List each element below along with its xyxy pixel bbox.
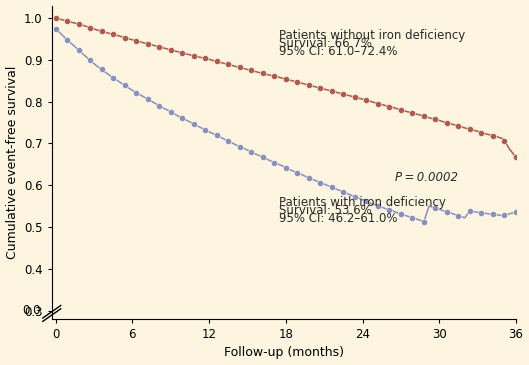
Point bbox=[97, 28, 106, 34]
Point bbox=[385, 207, 394, 213]
Point bbox=[327, 88, 336, 94]
Point bbox=[477, 210, 486, 216]
Point bbox=[489, 211, 497, 217]
Text: Patients without iron deficiency: Patients without iron deficiency bbox=[279, 28, 466, 42]
Point bbox=[327, 184, 336, 190]
Point bbox=[201, 55, 209, 61]
Point bbox=[397, 107, 405, 113]
Point bbox=[385, 104, 394, 110]
Point bbox=[454, 213, 463, 219]
Point bbox=[109, 75, 117, 81]
Point bbox=[75, 21, 83, 27]
Point bbox=[373, 101, 382, 107]
Text: 95% CI: 46.2–61.0%: 95% CI: 46.2–61.0% bbox=[279, 212, 398, 225]
Point bbox=[512, 154, 520, 160]
Point bbox=[63, 18, 71, 24]
Point bbox=[155, 44, 163, 50]
Point bbox=[235, 65, 244, 70]
Point bbox=[247, 68, 256, 73]
Point bbox=[431, 116, 440, 122]
Point bbox=[97, 66, 106, 72]
Point bbox=[51, 15, 60, 21]
Point bbox=[155, 103, 163, 109]
Point bbox=[293, 79, 302, 85]
Point bbox=[362, 199, 371, 204]
Text: P = 0.0002: P = 0.0002 bbox=[395, 171, 458, 184]
Text: Survival: 66.7%: Survival: 66.7% bbox=[279, 37, 372, 50]
Point bbox=[178, 115, 186, 121]
Point bbox=[121, 35, 129, 41]
Point bbox=[316, 85, 325, 91]
Point bbox=[431, 205, 440, 211]
Point bbox=[281, 76, 290, 82]
Point bbox=[235, 144, 244, 150]
Point bbox=[373, 203, 382, 208]
Point bbox=[351, 94, 359, 100]
Text: 95% CI: 61.0–72.4%: 95% CI: 61.0–72.4% bbox=[279, 45, 398, 58]
Point bbox=[189, 53, 198, 59]
Text: 0.0: 0.0 bbox=[22, 304, 40, 317]
Point bbox=[247, 149, 256, 155]
Point bbox=[443, 120, 451, 126]
Point bbox=[51, 26, 60, 31]
Point bbox=[466, 126, 474, 132]
Point bbox=[259, 154, 267, 160]
Point bbox=[316, 180, 325, 185]
Point bbox=[339, 189, 348, 195]
Point bbox=[270, 160, 279, 165]
Point bbox=[63, 37, 71, 43]
Point bbox=[259, 70, 267, 76]
Point bbox=[305, 175, 313, 181]
Point bbox=[408, 110, 417, 116]
Point bbox=[489, 133, 497, 139]
Y-axis label: Cumulative event-free survival: Cumulative event-free survival bbox=[6, 66, 19, 259]
Text: Patients with iron deficiency: Patients with iron deficiency bbox=[279, 196, 446, 209]
Point bbox=[512, 209, 520, 215]
Point bbox=[86, 57, 94, 63]
Point bbox=[121, 82, 129, 88]
Point bbox=[500, 138, 509, 144]
Point bbox=[213, 58, 221, 64]
Point bbox=[213, 132, 221, 138]
Point bbox=[466, 208, 474, 214]
Point bbox=[293, 170, 302, 176]
Point bbox=[224, 62, 232, 68]
Point bbox=[351, 194, 359, 200]
Point bbox=[408, 215, 417, 221]
Point bbox=[362, 97, 371, 103]
Point bbox=[224, 138, 232, 144]
Point bbox=[201, 127, 209, 133]
Point bbox=[339, 91, 348, 97]
Point bbox=[500, 212, 509, 218]
Point bbox=[132, 38, 140, 44]
X-axis label: Follow-up (months): Follow-up (months) bbox=[224, 346, 344, 360]
Point bbox=[178, 50, 186, 56]
Point bbox=[419, 114, 428, 119]
Point bbox=[419, 219, 428, 224]
Point bbox=[86, 25, 94, 31]
Point bbox=[189, 121, 198, 127]
Point bbox=[109, 31, 117, 37]
Point bbox=[167, 47, 175, 53]
Point bbox=[397, 211, 405, 217]
Point bbox=[132, 90, 140, 96]
Point bbox=[143, 96, 152, 102]
Text: Survival: 53.6%: Survival: 53.6% bbox=[279, 204, 372, 217]
Point bbox=[281, 165, 290, 170]
Point bbox=[270, 73, 279, 79]
Point bbox=[167, 109, 175, 115]
Point bbox=[143, 41, 152, 47]
Point bbox=[454, 123, 463, 129]
Point bbox=[305, 82, 313, 88]
Point bbox=[75, 47, 83, 53]
Point bbox=[477, 130, 486, 135]
Point bbox=[443, 209, 451, 215]
